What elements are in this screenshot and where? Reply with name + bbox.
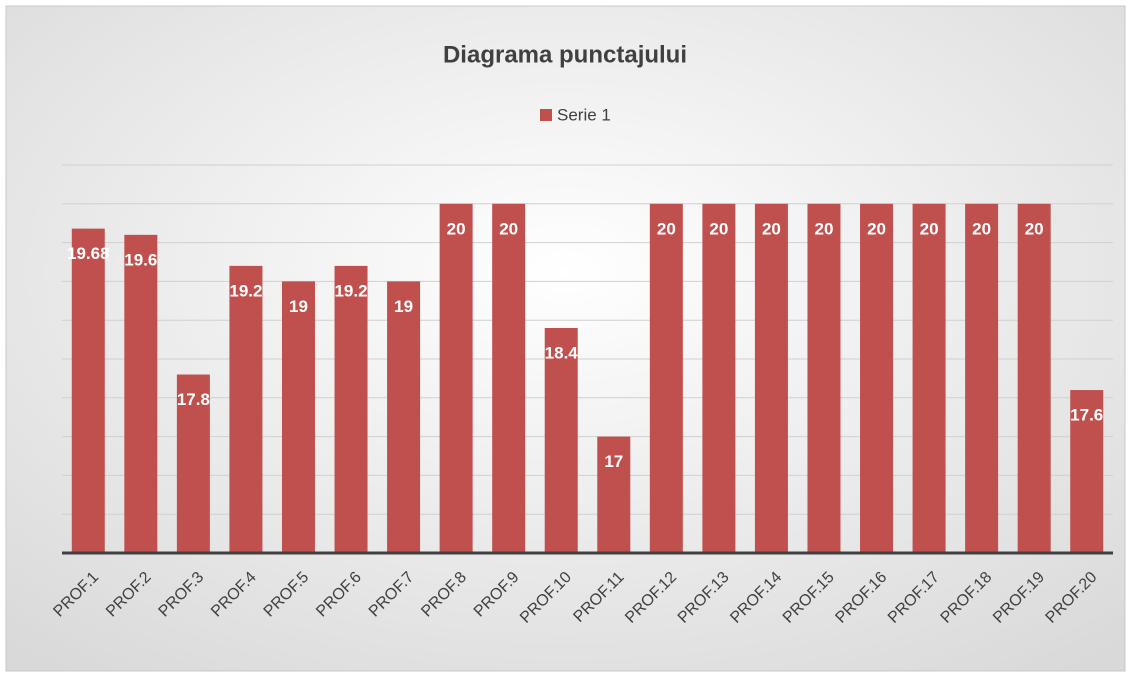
bar [912, 203, 946, 554]
data-label: 20 [447, 219, 466, 238]
data-label: 18.4 [545, 343, 579, 362]
bar [754, 203, 788, 554]
bar [597, 436, 631, 553]
bar [965, 203, 999, 554]
data-label: 17.6 [1070, 406, 1103, 425]
bar [1070, 390, 1104, 553]
bar [807, 203, 841, 554]
data-label: 19 [289, 297, 308, 316]
data-label: 17 [604, 452, 623, 471]
bar [176, 374, 210, 553]
data-label: 20 [815, 219, 834, 238]
data-label: 17.8 [177, 390, 210, 409]
data-label: 19.6 [124, 250, 157, 269]
bar [124, 234, 158, 553]
data-label: 19.68 [67, 244, 110, 263]
bar [649, 203, 683, 554]
legend-label: Serie 1 [557, 105, 611, 124]
bar [334, 265, 368, 553]
bar [544, 327, 578, 553]
data-label: 20 [920, 219, 939, 238]
data-label: 20 [499, 219, 518, 238]
data-label: 20 [762, 219, 781, 238]
legend-swatch [540, 109, 552, 121]
data-label: 20 [1025, 219, 1044, 238]
chart-title: Diagrama punctajului [443, 41, 687, 68]
bar [492, 203, 526, 554]
bar [281, 281, 315, 553]
data-label: 19 [394, 297, 413, 316]
bar [387, 281, 421, 553]
bar [1017, 203, 1051, 554]
data-label: 19.2 [334, 281, 367, 300]
data-label: 19.2 [229, 281, 262, 300]
bar [229, 265, 263, 553]
data-label: 20 [709, 219, 728, 238]
bar [439, 203, 473, 554]
bar [702, 203, 736, 554]
data-label: 20 [972, 219, 991, 238]
data-label: 20 [657, 219, 676, 238]
bar [860, 203, 894, 554]
bar [71, 228, 105, 553]
data-label: 20 [867, 219, 886, 238]
